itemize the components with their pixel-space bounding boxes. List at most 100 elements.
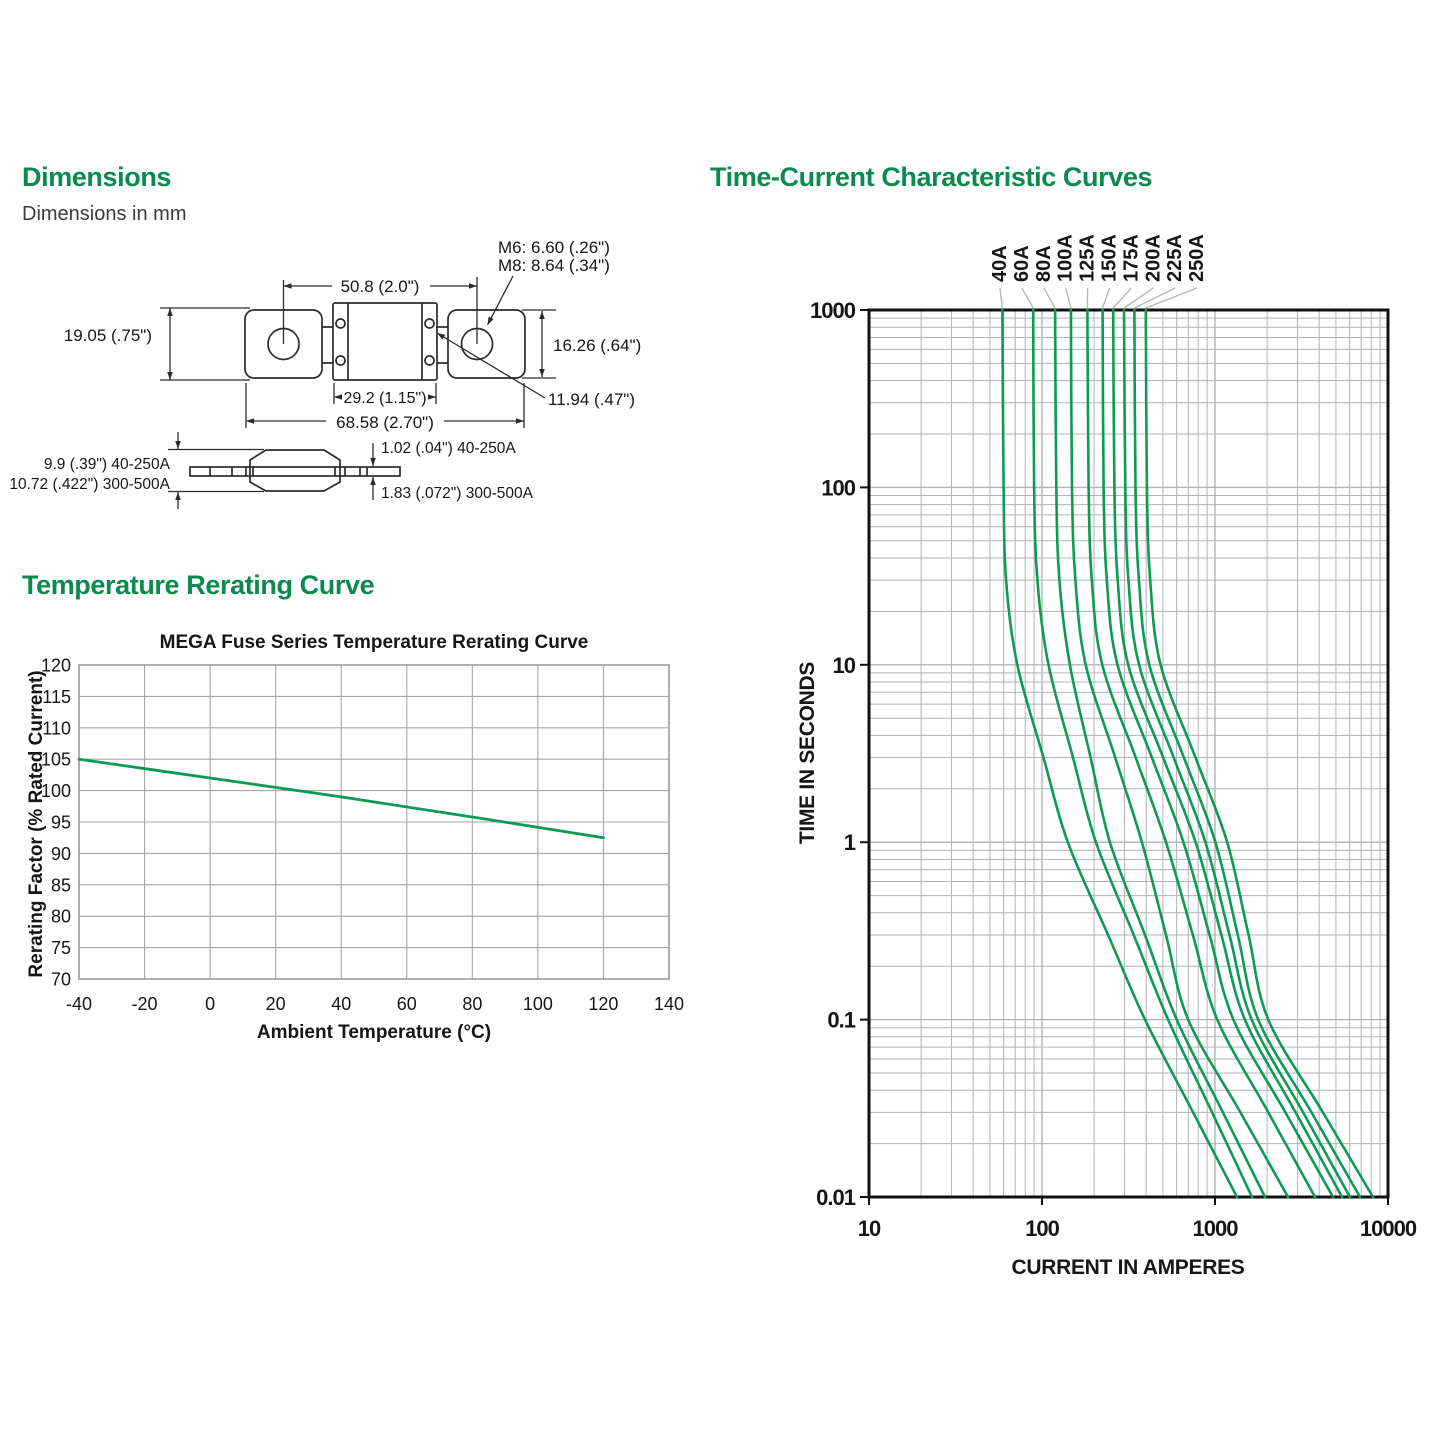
tcc-curve-labels: 40A 60A 80A 100A 125A 150A 175A 200A 225A 250A [989, 234, 1208, 282]
tcc-curve-label: 40A [989, 245, 1011, 282]
tcc-curve-225A [1133, 308, 1362, 1199]
tcc-ytick: 0.1 [827, 1008, 855, 1033]
tcc-chart: 40A 60A 80A 100A 125A 150A 175A 200A 225A 250A 10… [796, 234, 1418, 1279]
dimension-labels: 50.8 (2.0") M6: 6.60 (.26") M8: 8.64 (.3… [9, 238, 641, 502]
rivet [335, 355, 346, 366]
tcc-curve-leaders [999, 287, 1198, 309]
tcc-grid [860, 308, 1390, 1205]
rerating-line [77, 757, 605, 840]
rerating-tick-labels: 120 115 110 105 100 95 90 85 80 75 70 -40 -20 0 20 40 60… [41, 656, 684, 1015]
rerating-chart: MEGA Fuse Series Temperature Rerating Cu… [26, 632, 684, 1043]
rerating-ytick: 115 [42, 687, 71, 707]
rerating-xtick: 20 [266, 994, 286, 1014]
rerating-ytick: 80 [51, 907, 71, 927]
fuse-dimension-drawing: 50.8 (2.0") M6: 6.60 (.26") M8: 8.64 (.3… [9, 238, 641, 509]
tcc-curve-175A [1111, 308, 1344, 1199]
tcc-ytick: 1 [844, 830, 856, 855]
dimensions-heading: Dimensions [22, 162, 172, 192]
tcc-curve-125A [1086, 308, 1317, 1199]
tcc-curve-label: 225A [1164, 234, 1186, 282]
rivet [424, 318, 435, 329]
right-neck [437, 326, 448, 364]
tcc-curve-80A [1053, 308, 1267, 1199]
rerating-xtick: 100 [523, 994, 553, 1014]
tcc-ylabel: TIME IN SECONDS [796, 662, 819, 844]
rerating-xtick: -40 [66, 994, 92, 1014]
dim-hole-spacing: 50.8 (2.0") [341, 277, 420, 296]
rerating-ytick: 75 [51, 938, 71, 958]
tcc-curves [1001, 308, 1375, 1199]
tcc-xlabel: CURRENT IN AMPERES [1011, 1256, 1244, 1279]
tcc-curve-200A [1122, 308, 1352, 1199]
fuse-top-view [244, 302, 526, 381]
tcc-ytick: 0.01 [816, 1185, 856, 1210]
rivet [424, 355, 435, 366]
rerating-ytick: 120 [41, 656, 71, 676]
dim-overall-length: 68.58 (2.70") [336, 413, 434, 432]
rerating-ytick: 100 [41, 781, 71, 801]
dimension-lines [160, 275, 556, 509]
rerating-ytick: 110 [42, 718, 71, 738]
rerating-ytick: 85 [51, 875, 71, 895]
rerating-xtick: -20 [132, 994, 158, 1014]
dimension-arrowheads [167, 283, 545, 500]
tcc-curve-250A [1144, 308, 1375, 1199]
left-neck [322, 326, 333, 364]
dim-hole-offset: 11.94 (.47") [548, 390, 635, 409]
tcc-curve-label: 100A [1055, 234, 1077, 282]
tcc-xtick: 100 [1025, 1216, 1059, 1241]
tcc-curve-60A [1031, 308, 1254, 1199]
dim-hole-m6: M6: 6.60 (.26") [498, 238, 610, 257]
tcc-xtick: 10 [858, 1216, 881, 1241]
dim-side-height-high: 10.72 (.422") 300-500A [9, 476, 170, 493]
rivet [335, 318, 346, 329]
dim-thickness-high: 1.83 (.072") 300-500A [381, 485, 534, 502]
rerating-xlabel: Ambient Temperature (°C) [257, 1022, 491, 1043]
rerating-ytick: 90 [51, 844, 71, 864]
right-blade [447, 309, 526, 379]
fuse-body [332, 302, 438, 381]
rerating-xtick: 120 [588, 994, 618, 1014]
dim-thickness-low: 1.02 (.04") 40-250A [381, 440, 516, 457]
rerating-ytick: 95 [51, 813, 71, 833]
tcc-curve-label: 175A [1120, 234, 1142, 282]
element-housing [249, 449, 341, 492]
rerating-heading: Temperature Rerating Curve [22, 570, 375, 600]
rerating-ytick: 70 [51, 970, 71, 990]
tcc-curve-label: 250A [1186, 234, 1208, 282]
tcc-ytick: 1000 [810, 298, 856, 323]
rerating-ylabel: Rerating Factor (% Rated Current) [26, 670, 47, 977]
rerating-xtick: 60 [397, 994, 417, 1014]
rerating-xtick: 80 [462, 994, 482, 1014]
rerating-grid [78, 664, 670, 980]
dim-side-height-low: 9.9 (.39") 40-250A [44, 456, 171, 473]
dim-body-width: 29.2 (1.15") [343, 390, 426, 407]
rerating-xtick: 40 [331, 994, 351, 1014]
tcc-xtick: 10000 [1360, 1216, 1417, 1241]
dim-left-height: 19.05 (.75") [64, 326, 152, 345]
tcc-ytick: 10 [833, 653, 856, 678]
rerating-curve [77, 757, 605, 840]
dimensions-subtitle: Dimensions in mm [22, 203, 187, 225]
tcc-curve-label: 150A [1099, 234, 1121, 282]
tcc-curve-label: 80A [1033, 245, 1055, 282]
tcc-curve-100A [1069, 308, 1290, 1199]
rerating-xtick: 140 [654, 994, 684, 1014]
tcc-heading: Time-Current Characteristic Curves [710, 162, 1153, 192]
tcc-curve-label: 200A [1142, 234, 1164, 282]
tcc-ytick: 100 [821, 475, 855, 500]
rerating-chart-title: MEGA Fuse Series Temperature Rerating Cu… [160, 632, 589, 653]
dim-hole-m8: M8: 8.64 (.34") [498, 256, 610, 275]
tcc-curve-label: 60A [1011, 245, 1033, 282]
tcc-xtick: 1000 [1193, 1216, 1239, 1241]
tcc-curve-150A [1101, 308, 1335, 1199]
rerating-ytick: 105 [41, 750, 71, 770]
dim-right-height: 16.26 (.64") [553, 336, 641, 355]
fuse-side-view [189, 449, 401, 492]
tcc-curve-label: 125A [1077, 234, 1099, 282]
body-cap-lines [347, 303, 423, 380]
tcc-curve-40A [1001, 308, 1239, 1199]
rerating-xtick: 0 [205, 994, 215, 1014]
